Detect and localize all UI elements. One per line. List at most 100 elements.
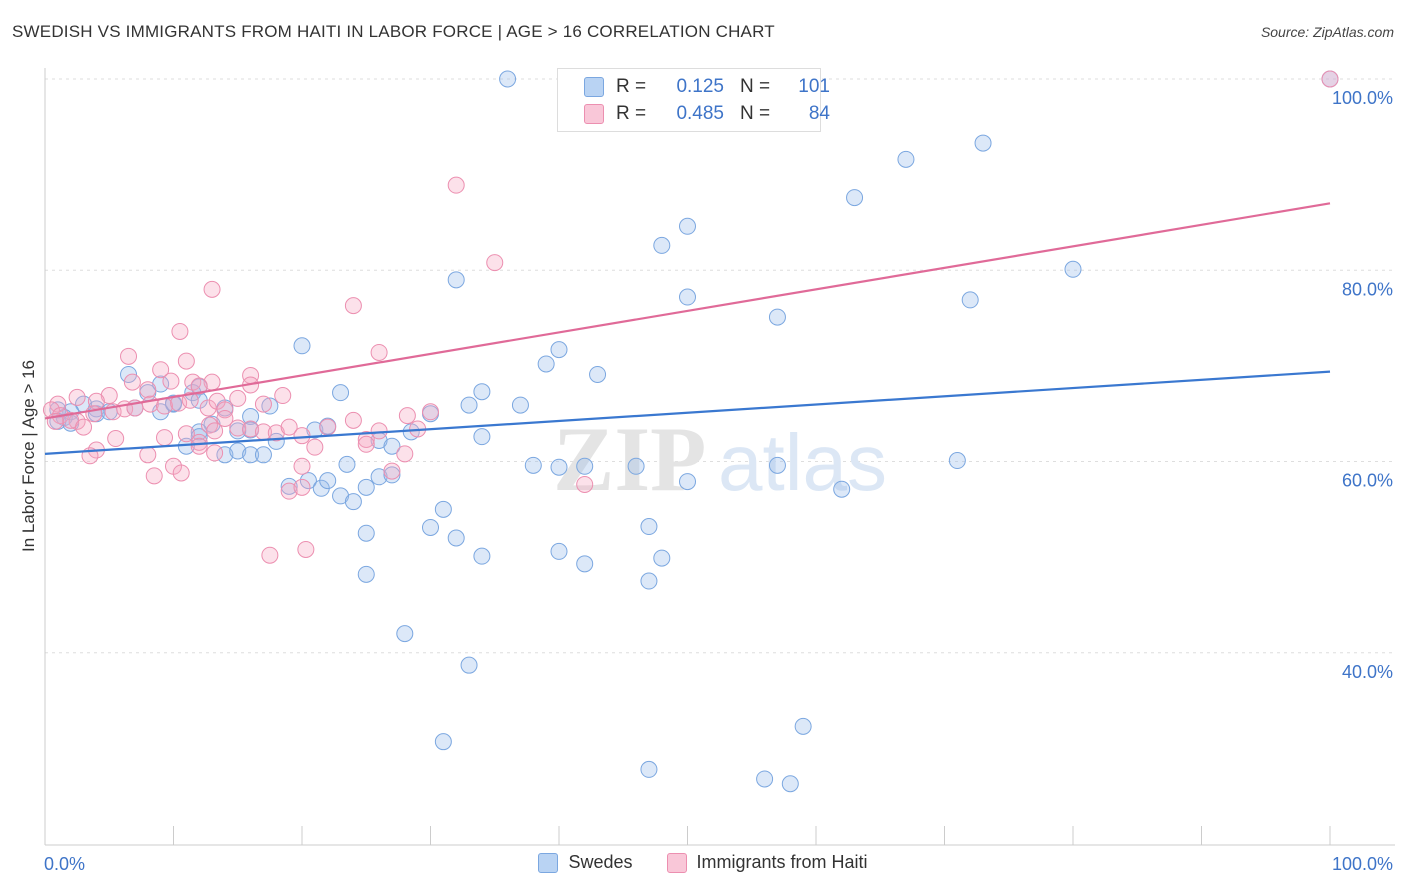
haiti-point: [344, 411, 362, 429]
swedes-point: [229, 442, 247, 460]
haiti-point: [199, 399, 217, 417]
y-tick-labels: 40.0% 60.0% 80.0% 100.0%: [1332, 88, 1393, 682]
haiti-point: [383, 462, 401, 480]
swedes-point: [254, 446, 272, 464]
haiti-point: [297, 540, 315, 558]
haiti-point: [293, 457, 311, 475]
legend-swatch-haiti: [666, 852, 687, 873]
swedes-point: [120, 365, 138, 383]
swedes-trend-line: [44, 370, 1331, 455]
haiti-point: [181, 391, 199, 409]
haiti-point: [75, 418, 93, 436]
swedes-point: [344, 493, 362, 511]
haiti-point: [120, 347, 138, 365]
haiti-point: [152, 361, 170, 379]
x-tick-labels: 0.0% 100.0%: [44, 854, 1393, 874]
swedes-point: [653, 549, 671, 567]
stats-n-label: N =: [740, 76, 771, 97]
swedes-point: [948, 452, 966, 470]
haiti-point: [293, 478, 311, 496]
stats-r-label: R =: [616, 103, 647, 124]
swedes-point: [511, 396, 529, 414]
swedes-point: [357, 565, 375, 583]
haiti-point: [68, 388, 86, 406]
haiti-point: [203, 280, 221, 298]
legend-label-haiti: Immigrants from Haiti: [696, 852, 868, 872]
stats-swatch-haiti: [584, 104, 604, 124]
haiti-point: [274, 387, 292, 405]
haiti-point: [139, 381, 157, 399]
haiti-point: [422, 403, 439, 421]
legend-item-swedes[interactable]: Swedes: [538, 852, 633, 873]
legend-item-haiti[interactable]: Immigrants from Haiti: [666, 852, 868, 873]
haiti-point: [85, 405, 103, 423]
swedes-point: [589, 365, 607, 383]
swedes-point: [627, 457, 645, 475]
swedes-point: [499, 70, 517, 88]
stats-r-value: 0.125: [676, 76, 724, 97]
swedes-point: [383, 466, 401, 484]
trend-lines: [44, 202, 1331, 455]
stats-n-value: 101: [798, 76, 830, 97]
swedes-point: [653, 236, 671, 254]
swedes-point: [961, 291, 979, 309]
y-axis-label: In Labor Force | Age > 16: [19, 360, 38, 552]
haiti-point: [261, 546, 279, 564]
swedes-point: [460, 396, 478, 414]
haiti-point: [357, 431, 375, 449]
swedes-point: [434, 733, 452, 751]
y-tick-label: 80.0%: [1342, 279, 1393, 299]
swedes-point: [332, 384, 350, 402]
swedes-point: [242, 446, 260, 464]
swedes-point: [473, 428, 491, 446]
haiti-point: [162, 372, 180, 390]
haiti-point: [216, 401, 234, 419]
y-tick-label: 100.0%: [1332, 88, 1393, 108]
y-tick-label: 60.0%: [1342, 471, 1393, 491]
haiti-point: [229, 389, 247, 407]
swedes-point: [550, 542, 568, 560]
haiti-trend-line: [44, 202, 1331, 420]
swedes-point: [768, 308, 786, 326]
haiti-point: [344, 297, 362, 315]
swedes-point: [846, 189, 864, 207]
chart-legend: Swedes Immigrants from Haiti: [0, 852, 1406, 873]
stats-n-value: 84: [808, 103, 830, 124]
swedes-point: [679, 288, 696, 306]
haiti-points: [42, 70, 1339, 564]
swedes-point: [679, 217, 696, 235]
haiti-point: [177, 352, 195, 370]
watermark-zip: ZIP: [553, 408, 706, 510]
swedes-point: [242, 408, 260, 426]
haiti-point: [398, 407, 416, 425]
swedes-point: [897, 150, 915, 168]
swedes-point: [396, 625, 414, 643]
haiti-point: [172, 464, 190, 482]
watermark-atlas: atlas: [718, 418, 887, 507]
swedes-point: [1064, 260, 1082, 278]
haiti-point: [141, 395, 159, 413]
swedes-point: [293, 337, 311, 355]
haiti-point: [576, 475, 594, 493]
swedes-point: [756, 770, 774, 788]
swedes-point: [383, 437, 401, 455]
swedes-point: [299, 472, 317, 490]
swedes-point: [447, 529, 465, 547]
haiti-point: [306, 438, 324, 456]
swedes-point: [319, 472, 337, 490]
haiti-point: [1321, 70, 1339, 88]
swedes-point: [460, 656, 478, 674]
source-label: Source: ZipAtlas.com: [1260, 24, 1394, 40]
stats-n-label: N =: [740, 103, 771, 124]
haiti-point: [190, 377, 208, 395]
swedes-point: [524, 456, 542, 474]
haiti-point: [123, 373, 141, 391]
haiti-point: [171, 322, 189, 340]
swedes-point: [679, 473, 696, 491]
swedes-point: [261, 397, 279, 415]
stats-box: R = 0.125 N = 101 R = 0.485 N = 84: [557, 68, 830, 132]
haiti-point: [242, 420, 260, 438]
swedes-point: [576, 457, 594, 475]
stats-swatch-swedes: [584, 77, 604, 97]
haiti-point: [357, 435, 375, 453]
